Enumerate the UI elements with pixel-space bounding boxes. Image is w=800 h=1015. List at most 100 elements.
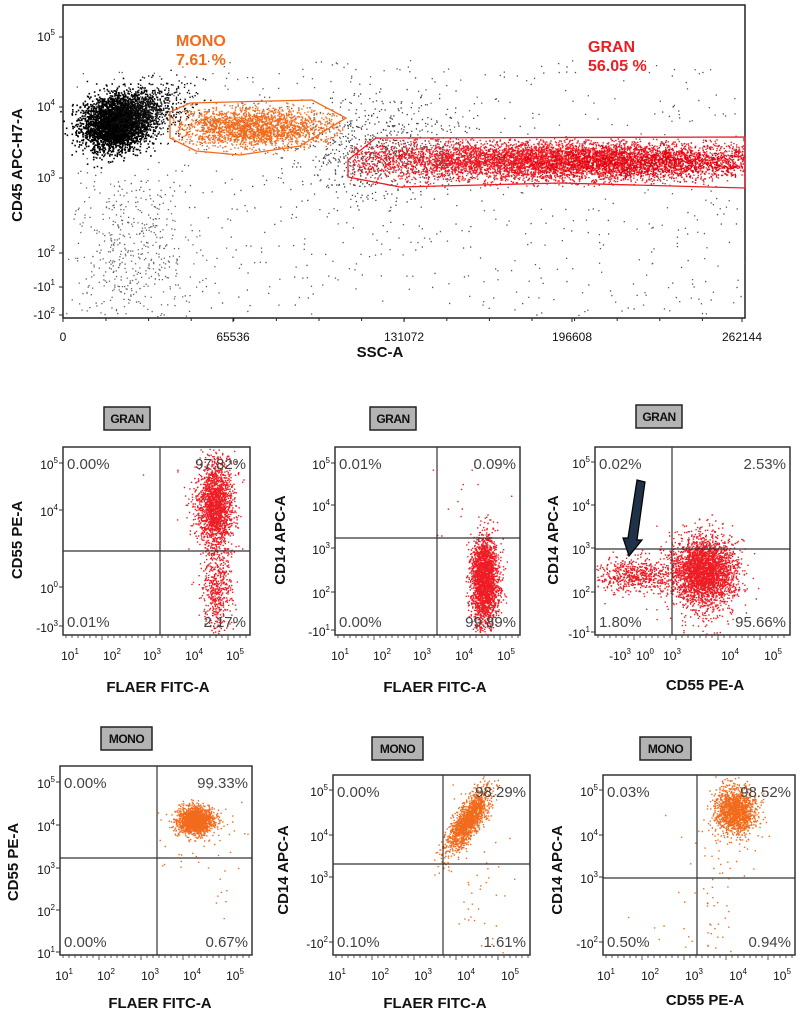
y-tick-label: 103 [572, 541, 590, 557]
tick-base: 10 [580, 872, 594, 886]
x-tick-label: 103 [143, 647, 161, 663]
quadrant-lr-percent: 99.89% [465, 614, 516, 631]
tick-base: 10 [40, 505, 54, 519]
tick-base: -10 [33, 280, 51, 294]
y-tick-label: 103 [37, 169, 55, 185]
tick-exponent: 4 [196, 967, 201, 976]
tick-exponent: 2 [386, 647, 391, 656]
tick-base: -10 [576, 937, 594, 951]
y-tick-label: 104 [580, 828, 598, 844]
x-tick-label: 104 [455, 647, 473, 663]
y-tick-label: 101 [37, 945, 55, 961]
gate-mono [169, 99, 348, 156]
x-axis-label: FLAER FITC-A [383, 995, 486, 1012]
y-tick-label: -102 [33, 306, 55, 322]
tick-exponent: 3 [676, 647, 681, 656]
tick-base: 10 [312, 458, 326, 472]
tick-exponent: 5 [239, 967, 244, 976]
tick-exponent: 2 [116, 647, 121, 656]
tick-base: 0 [60, 330, 67, 344]
tick-exponent: 5 [324, 783, 329, 792]
badge-label: MONO [380, 742, 415, 756]
gate-percent: 7.61 % [176, 52, 226, 69]
x-tick-label: 103 [414, 967, 432, 983]
tick-base: 10 [641, 969, 655, 983]
quadrant-ll-percent: 0.01% [67, 614, 110, 631]
x-tick-label: 102 [373, 647, 391, 663]
tick-base: 10 [37, 777, 51, 791]
badge-box [371, 736, 424, 761]
quadrant-ur-percent: 0.09% [473, 456, 516, 473]
y-axis-label: CD14 APC-A [275, 825, 292, 915]
tick-exponent: 5 [514, 967, 519, 976]
data-points [703, 776, 770, 860]
tick-base: 10 [183, 969, 197, 983]
tick-exponent: 3 [586, 541, 591, 550]
x-tick-label: 103 [141, 967, 159, 983]
tick-base: 10 [721, 649, 735, 663]
quadrant-lr-percent: 1.61% [483, 934, 526, 951]
y-tick-label: 105 [572, 455, 590, 471]
y-axis-label: CD55 PE-A [5, 823, 22, 902]
y-axis-label: CD14 APC-A [272, 495, 289, 585]
tick-exponent: 3 [156, 647, 161, 656]
badge-label: GRAN [642, 410, 675, 424]
tick-exponent: 3 [698, 967, 703, 976]
quadrant-ul-percent: 0.00% [67, 456, 110, 473]
gate-gran [347, 136, 746, 189]
tick-exponent: 5 [54, 456, 59, 465]
data-points [645, 514, 760, 635]
quadrant-ll-percent: 0.50% [607, 934, 650, 951]
tick-exponent: 4 [51, 818, 56, 827]
events [142, 448, 245, 635]
tick-base: 10 [373, 649, 387, 663]
tick-exponent: 5 [594, 783, 599, 792]
tick-exponent: 1 [610, 967, 615, 976]
tick-exponent: 4 [586, 498, 591, 507]
tick-base: 10 [141, 969, 155, 983]
tick-base: -10 [36, 621, 54, 635]
tick-base: 10 [226, 649, 240, 663]
tick-base: 10 [37, 820, 51, 834]
data-points [172, 102, 344, 156]
quadrant-ul-percent: 0.02% [599, 456, 642, 473]
tick-exponent: 5 [786, 967, 791, 976]
y-axis-label: CD45 APC-H7-A [9, 108, 26, 222]
tick-exponent: 1 [326, 623, 331, 632]
tick-exponent: 5 [239, 647, 244, 656]
y-tick-label: 105 [37, 775, 55, 791]
quadrant-lr-percent: 0.67% [205, 934, 248, 951]
x-tick-label: 102 [641, 967, 659, 983]
y-tick-label: 102 [37, 244, 55, 260]
tick-exponent: 3 [154, 967, 159, 976]
tick-base: 10 [729, 969, 743, 983]
tick-base: 10 [457, 969, 471, 983]
tick-exponent: 3 [326, 541, 331, 550]
badge-label: MONO [648, 742, 683, 756]
tick-exponent: 0 [649, 647, 654, 656]
x-tick-label: 105 [501, 967, 519, 983]
tick-base: 10 [37, 246, 51, 260]
tick-exponent: 1 [586, 625, 591, 634]
tick-exponent: 1 [51, 278, 56, 287]
y-axis-label: CD14 APC-A [549, 825, 566, 915]
x-tick-label: 104 [729, 967, 747, 983]
y-tick-label: 100 [40, 580, 58, 596]
y-axis-label: CD55 PE-A [9, 501, 26, 580]
tick-base: 262144 [722, 330, 762, 344]
tick-base: 10 [103, 649, 117, 663]
plot-frame [332, 774, 531, 956]
tick-base: 10 [580, 785, 594, 799]
quadrant-ll-percent: 1.80% [599, 614, 642, 631]
y-tick-label: 103 [580, 870, 598, 886]
x-tick-label: 104 [457, 967, 475, 983]
tick-exponent: 2 [594, 935, 599, 944]
quadrant-ur-percent: 99.33% [197, 775, 248, 792]
data-points [465, 514, 508, 636]
tick-exponent: 3 [626, 647, 631, 656]
